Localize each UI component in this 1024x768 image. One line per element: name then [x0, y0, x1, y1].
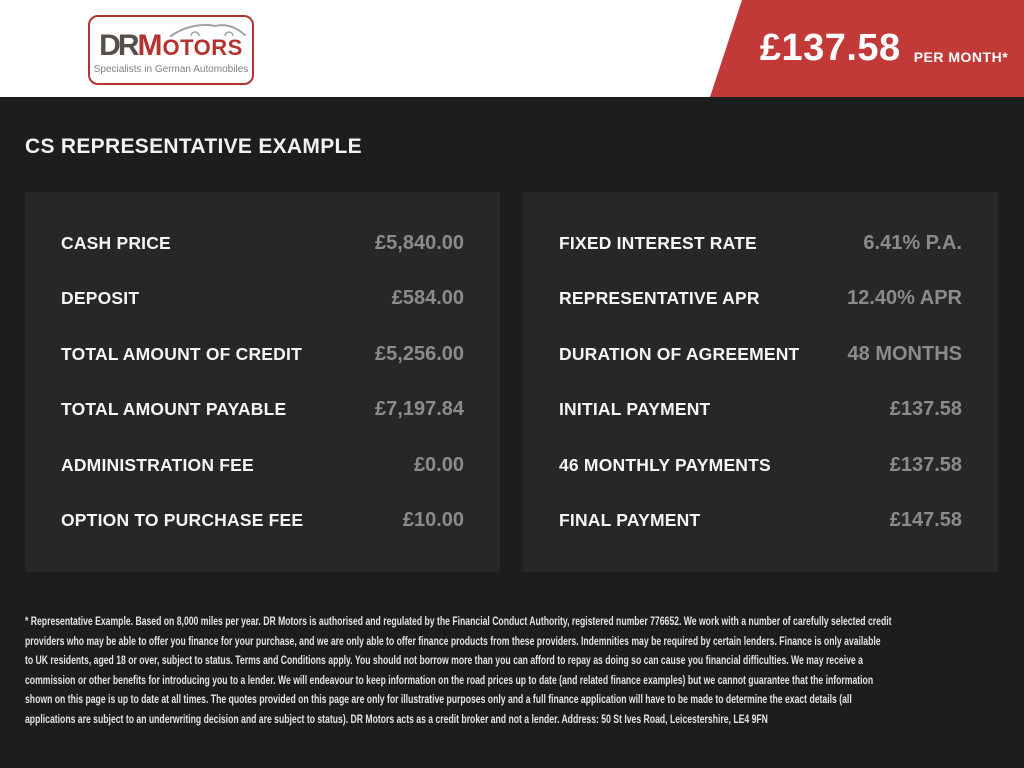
finance-row-initial-payment: INITIAL PAYMENT £137.58 [559, 398, 962, 421]
finance-row-value: £147.58 [889, 508, 962, 531]
finance-row-label: TOTAL AMOUNT PAYABLE [61, 399, 287, 420]
finance-row-apr: REPRESENTATIVE APR 12.40% APR [559, 287, 962, 310]
finance-row-value: 6.41% P.A. [863, 232, 962, 254]
price-banner-amount: £137.58 [759, 27, 901, 69]
finance-panel-left: CASH PRICE £5,840.00 DEPOSIT £584.00 TOT… [25, 192, 500, 572]
finance-row-option-fee: OPTION TO PURCHASE FEE £10.00 [61, 509, 464, 532]
finance-row-total-credit: TOTAL AMOUNT OF CREDIT £5,256.00 [61, 343, 464, 366]
disclaimer-line: commission or other benefits for introdu… [25, 672, 874, 687]
price-banner-suffix: PER MONTH* [913, 48, 1009, 65]
finance-row-admin-fee: ADMINISTRATION FEE £0.00 [61, 454, 464, 477]
car-silhouette-icon [169, 22, 247, 42]
finance-row-label: REPRESENTATIVE APR [559, 288, 760, 309]
logo-text-dr: DR [99, 29, 139, 62]
finance-row-value: 12.40% APR [847, 287, 962, 310]
finance-row-value: 48 MONTHS [847, 342, 962, 365]
logo-text-m: M [137, 29, 163, 62]
finance-row-label: INITIAL PAYMENT [559, 399, 711, 420]
disclaimer-line: applications are subject to an underwrit… [25, 711, 768, 726]
disclaimer-line: providers who may be able to offer you f… [25, 633, 881, 648]
finance-row-label: ADMINISTRATION FEE [61, 454, 254, 475]
disclaimer-line: * Representative Example. Based on 8,000… [25, 614, 892, 628]
finance-row-label: FINAL PAYMENT [559, 509, 701, 530]
finance-row-value: £7,197.84 [375, 398, 464, 421]
finance-row-value: £0.00 [413, 453, 464, 476]
price-banner: £137.58 PER MONTH* [710, 0, 1024, 97]
finance-row-duration: DURATION OF AGREEMENT 48 MONTHS [559, 343, 962, 366]
disclaimer-line: to UK residents, aged 18 or over, subjec… [25, 653, 863, 667]
finance-row-label: TOTAL AMOUNT OF CREDIT [61, 343, 302, 364]
page-title: CS REPRESENTATIVE EXAMPLE [25, 135, 362, 158]
finance-row-value: £584.00 [391, 287, 464, 310]
finance-row-monthly-payments: 46 MONTHLY PAYMENTS £137.58 [559, 454, 962, 477]
disclaimer-line: shown on this page is up to date at all … [25, 692, 852, 706]
dr-motors-logo[interactable]: DR M OTORS Specialists in German Automob… [88, 15, 254, 85]
finance-row-value: £137.58 [889, 453, 962, 476]
finance-row-value: £137.58 [889, 398, 962, 421]
finance-row-label: CASH PRICE [61, 233, 171, 253]
finance-row-label: 46 MONTHLY PAYMENTS [559, 454, 771, 475]
finance-row-label: DURATION OF AGREEMENT [559, 343, 800, 364]
finance-row-value: £5,840.00 [375, 232, 464, 254]
finance-panels: CASH PRICE £5,840.00 DEPOSIT £584.00 TOT… [25, 192, 998, 572]
logo-wordmark: DR M OTORS [99, 23, 246, 62]
finance-row-label: DEPOSIT [61, 288, 140, 309]
finance-row-value: £10.00 [402, 508, 464, 531]
finance-panel-right: FIXED INTEREST RATE 6.41% P.A. REPRESENT… [523, 192, 998, 572]
finance-row-label: OPTION TO PURCHASE FEE [61, 509, 304, 530]
finance-row-interest-rate: FIXED INTEREST RATE 6.41% P.A. [559, 232, 962, 255]
logo-tagline: Specialists in German Automobiles [93, 64, 249, 75]
finance-row-final-payment: FINAL PAYMENT £147.58 [559, 509, 962, 532]
finance-row-deposit: DEPOSIT £584.00 [61, 287, 464, 310]
finance-row-value: £5,256.00 [375, 342, 464, 365]
header: DR M OTORS Specialists in German Automob… [0, 0, 1024, 97]
finance-row-label: FIXED INTEREST RATE [559, 233, 757, 253]
legal-disclaimer: * Representative Example. Based on 8,000… [25, 612, 1024, 729]
logo-text-otors: OTORS [162, 35, 243, 60]
finance-row-total-payable: TOTAL AMOUNT PAYABLE £7,197.84 [61, 398, 464, 421]
finance-row-cash-price: CASH PRICE £5,840.00 [61, 232, 464, 255]
